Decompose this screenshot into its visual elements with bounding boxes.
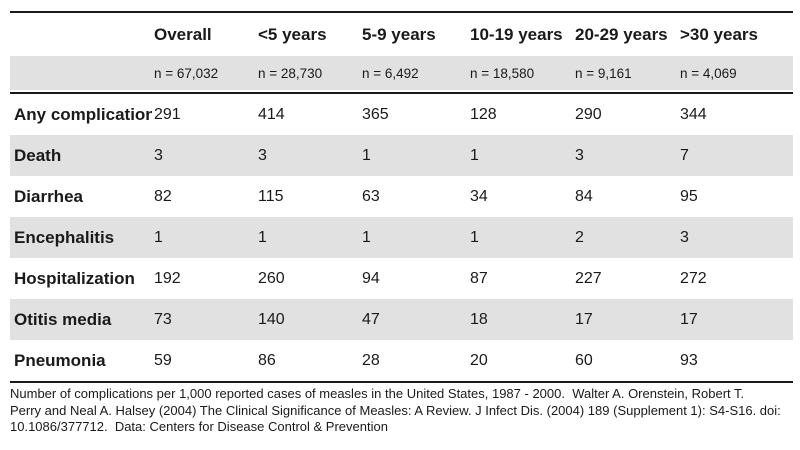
data-cell: 227 (575, 269, 602, 287)
bottom-rule (10, 381, 793, 383)
column-header: Overall (154, 24, 212, 44)
row-label: Hospitalization (14, 268, 135, 288)
table-row: Death 3 3 1 1 3 7 (10, 135, 793, 176)
data-cell: 28 (362, 351, 380, 369)
data-cell: 192 (154, 269, 181, 287)
row-label: Diarrhea (14, 186, 83, 206)
data-cell: 365 (362, 105, 389, 123)
sample-size-cell: n = 6,492 (362, 65, 419, 81)
data-cell: 128 (470, 105, 497, 123)
data-cell: 260 (258, 269, 285, 287)
data-cell: 1 (470, 228, 479, 246)
data-cell: 7 (680, 146, 689, 164)
data-cell: 59 (154, 351, 172, 369)
column-header-row: Overall <5 years 5-9 years 10-19 years 20-29… (10, 13, 793, 56)
caption-line: 10.1086/377712. Data: Centers for Diseas… (10, 419, 388, 434)
row-label: Any complication (14, 104, 152, 124)
data-cell: 1 (258, 228, 267, 246)
sample-size-cell: n = 4,069 (680, 65, 737, 81)
data-cell: 3 (154, 146, 163, 164)
data-cell: 84 (575, 187, 593, 205)
data-cell: 1 (362, 146, 371, 164)
caption-line: Number of complications per 1,000 report… (10, 386, 745, 401)
row-label: Pneumonia (14, 350, 106, 370)
sample-size-cell: n = 9,161 (575, 65, 632, 81)
data-cell: 3 (680, 228, 689, 246)
row-label: Encephalitis (14, 227, 115, 247)
data-cell: 1 (362, 228, 371, 246)
column-header: >30 years (680, 24, 758, 44)
table-row: Hospitalization 192 260 94 87 227 272 (10, 258, 793, 299)
data-cell: 86 (258, 351, 276, 369)
caption-line: Perry and Neal A. Halsey (2004) The Clin… (10, 402, 781, 418)
table-row: Pneumonia 59 86 28 20 60 93 (10, 340, 793, 381)
row-label: Otitis media (14, 309, 112, 329)
sample-size-row: n = 67,032 n = 28,730 n = 6,492 n = 18,580 n… (10, 56, 793, 90)
data-cell: 3 (575, 146, 584, 164)
column-header: <5 years (258, 24, 327, 44)
data-cell: 115 (258, 187, 284, 205)
column-header: 10-19 years (470, 24, 563, 44)
data-cell: 272 (680, 269, 707, 287)
header-rule-gap (10, 90, 793, 92)
data-cell: 93 (680, 351, 698, 369)
data-cell: 290 (575, 105, 602, 123)
table-row: Encephalitis 1 1 1 1 2 3 (10, 217, 793, 258)
data-cell: 47 (362, 310, 380, 328)
data-cell: 87 (470, 269, 488, 287)
data-cell: 73 (154, 310, 172, 328)
data-cell: 291 (154, 105, 181, 123)
data-cell: 17 (680, 310, 698, 328)
data-cell: 1 (154, 228, 163, 246)
data-cell: 34 (470, 187, 488, 205)
data-cell: 140 (258, 310, 285, 328)
data-cell: 2 (575, 228, 584, 246)
column-header: 20-29 years (575, 24, 668, 44)
column-header: 5-9 years (362, 24, 436, 44)
data-cell: 18 (470, 310, 488, 328)
data-cell: 344 (680, 105, 707, 123)
table-caption: Number of complications per 1,000 report… (10, 386, 796, 436)
row-label: Death (14, 145, 62, 165)
sample-size-cell: n = 28,730 (258, 65, 323, 81)
table-row: Otitis media 73 140 47 18 17 17 (10, 299, 793, 340)
data-cell: 63 (362, 187, 380, 205)
data-cell: 95 (680, 187, 698, 205)
data-cell: 82 (154, 187, 172, 205)
data-cell: 3 (258, 146, 267, 164)
table-row: Any complication 291 414 365 128 290 344 (10, 94, 793, 135)
data-cell: 60 (575, 351, 593, 369)
data-cell: 1 (470, 146, 479, 164)
complications-table: Overall <5 years 5-9 years 10-19 years 20-29… (10, 11, 793, 383)
sample-size-cell: n = 18,580 (470, 65, 535, 81)
sample-size-cell: n = 67,032 (154, 65, 219, 81)
data-cell: 20 (470, 351, 488, 369)
table-row: Diarrhea 82 115 63 34 84 95 (10, 176, 793, 217)
data-cell: 94 (362, 269, 380, 287)
header-rule (10, 92, 793, 94)
data-cell: 414 (258, 105, 285, 123)
data-cell: 17 (575, 310, 593, 328)
